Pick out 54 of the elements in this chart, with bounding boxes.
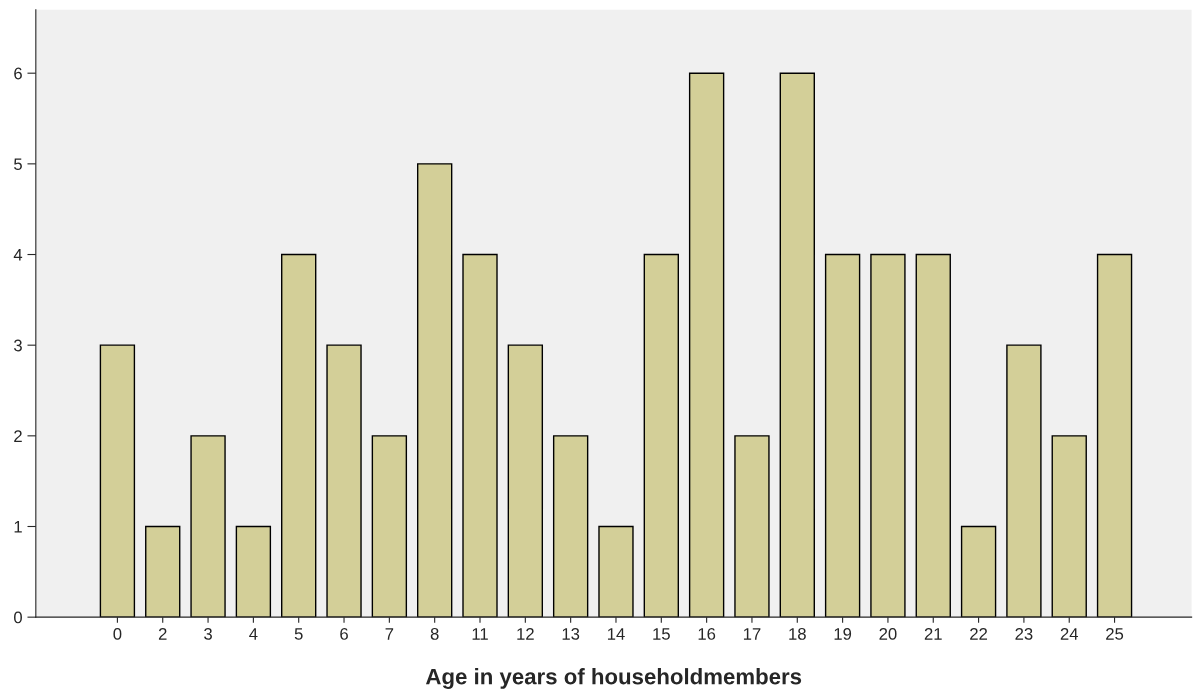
bar <box>145 525 181 618</box>
x-tick-label: 15 <box>653 628 670 640</box>
bar <box>1006 344 1042 618</box>
bar <box>960 525 997 618</box>
x-tick-label: 11 <box>472 628 488 640</box>
bar <box>824 253 861 618</box>
x-tick-label: 2 <box>158 628 167 640</box>
bar <box>734 435 770 618</box>
y-tick-label: 3 <box>13 339 22 352</box>
x-tick-label: 12 <box>517 628 534 640</box>
x-tick-label: 5 <box>294 628 303 640</box>
x-tick-label: 25 <box>1106 628 1124 640</box>
y-tick-label: 4 <box>13 249 23 261</box>
x-tick-label: 18 <box>789 628 806 640</box>
x-tick-label: 13 <box>562 628 580 640</box>
x-tick-label: 6 <box>340 628 348 640</box>
x-tick-label: 4 <box>249 628 258 640</box>
bar <box>235 525 272 618</box>
bar <box>779 72 815 618</box>
x-tick-label: 0 <box>113 628 122 640</box>
bar <box>598 525 634 618</box>
bar <box>281 253 317 618</box>
x-tick-label: 3 <box>204 628 212 640</box>
x-tick-label: 16 <box>698 628 716 640</box>
y-tick-label: 2 <box>14 430 22 442</box>
x-tick-label: 24 <box>1060 628 1079 640</box>
bar <box>1051 435 1087 618</box>
x-tick-label: 22 <box>970 628 988 640</box>
bar <box>643 253 679 618</box>
bar <box>416 163 453 618</box>
bar <box>190 435 226 618</box>
bar <box>870 253 906 618</box>
x-tick-label: 20 <box>879 628 897 640</box>
bar <box>688 72 725 618</box>
bar <box>915 253 951 618</box>
bar <box>326 344 362 618</box>
bar <box>99 344 136 618</box>
bar <box>462 253 498 618</box>
bar <box>1096 253 1133 618</box>
x-tick-label: 7 <box>385 628 394 640</box>
x-axis-title: Age in years of householdmembers <box>425 668 802 689</box>
y-tick-label: 1 <box>14 521 22 533</box>
x-tick-label: 21 <box>924 628 942 640</box>
y-tick-label: 5 <box>14 158 22 171</box>
bar <box>371 435 408 618</box>
bar <box>552 435 589 618</box>
x-tick-label: 17 <box>743 628 761 640</box>
x-tick-label: 14 <box>607 628 625 640</box>
bar <box>507 344 544 618</box>
y-tick-label: 0 <box>14 611 22 624</box>
x-tick-label: 19 <box>834 628 852 640</box>
x-tick-label: 8 <box>430 628 439 640</box>
y-tick-label: 6 <box>14 67 22 80</box>
x-tick-label: 23 <box>1015 628 1033 640</box>
